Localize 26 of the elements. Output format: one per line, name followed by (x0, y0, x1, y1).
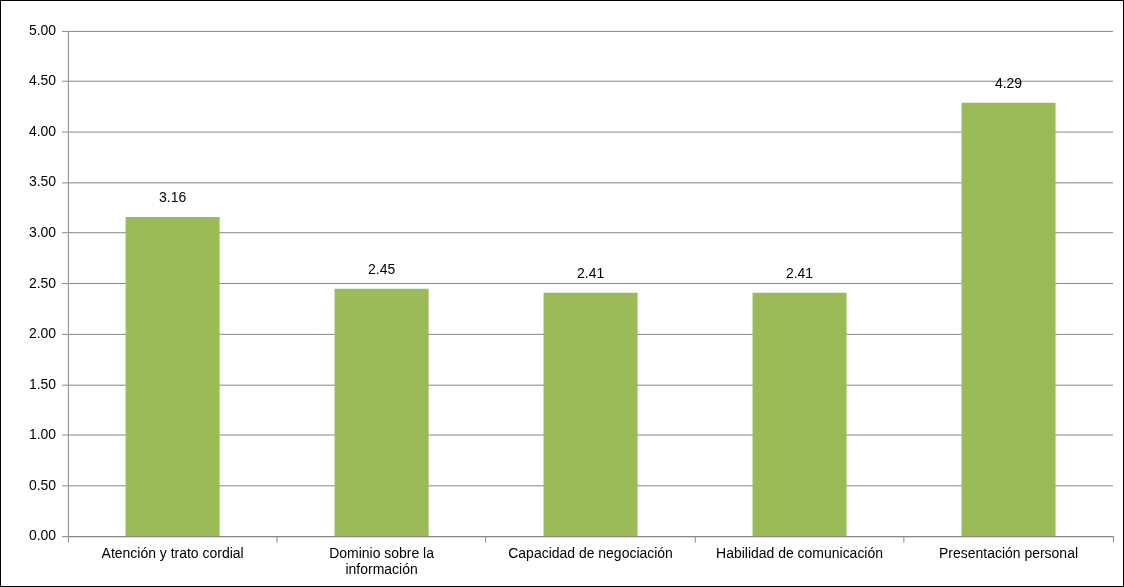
y-tick-label: 5.00 (28, 21, 57, 38)
data-label: 3.16 (159, 188, 187, 205)
y-tick-label: 0.00 (28, 527, 57, 544)
data-label: 2.41 (785, 264, 814, 281)
x-tick-label: Presentación personal (939, 544, 1079, 561)
bar (125, 216, 220, 537)
y-tick-label: 1.00 (28, 426, 57, 443)
y-tick-label: 3.00 (28, 224, 57, 241)
bar (334, 288, 429, 537)
x-tick-label: Atención y trato cordial (101, 544, 244, 561)
y-tick-label: 1.50 (28, 375, 57, 392)
data-label: 2.45 (368, 260, 396, 277)
x-tick-label: Dominio sobre la información (329, 544, 435, 578)
y-tick-label: 2.50 (28, 274, 57, 291)
y-tick-label: 2.00 (28, 325, 57, 342)
bar (752, 292, 847, 537)
x-tick-label: Capacidad de negociación (508, 544, 673, 561)
data-label: 2.41 (576, 264, 605, 281)
y-tick-label: 3.50 (28, 173, 57, 190)
y-tick-label: 0.50 (28, 476, 57, 493)
y-tick-label: 4.50 (28, 72, 57, 89)
y-tick-label: 4.00 (28, 122, 57, 139)
bar (543, 292, 638, 537)
data-label: 4.29 (994, 74, 1023, 91)
x-tick-label: Habilidad de comunicación (716, 544, 883, 561)
bar (961, 102, 1056, 537)
